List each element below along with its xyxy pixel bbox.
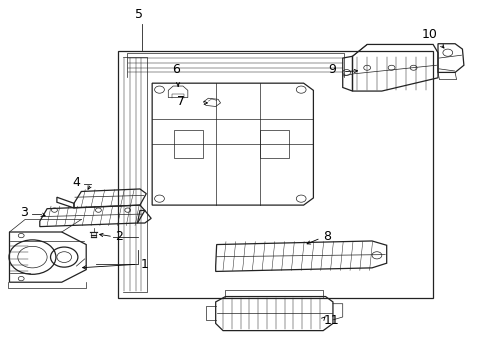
Text: 11: 11 [324,314,340,327]
Text: 6: 6 [172,63,179,76]
Text: 8: 8 [323,230,331,243]
Text: 7: 7 [177,95,185,108]
Text: 1: 1 [141,258,149,271]
Text: 10: 10 [422,28,438,41]
Text: 9: 9 [328,63,336,76]
Text: 2: 2 [116,230,123,243]
Text: 4: 4 [72,176,80,189]
Text: 5: 5 [135,8,143,21]
Text: 3: 3 [20,207,27,220]
